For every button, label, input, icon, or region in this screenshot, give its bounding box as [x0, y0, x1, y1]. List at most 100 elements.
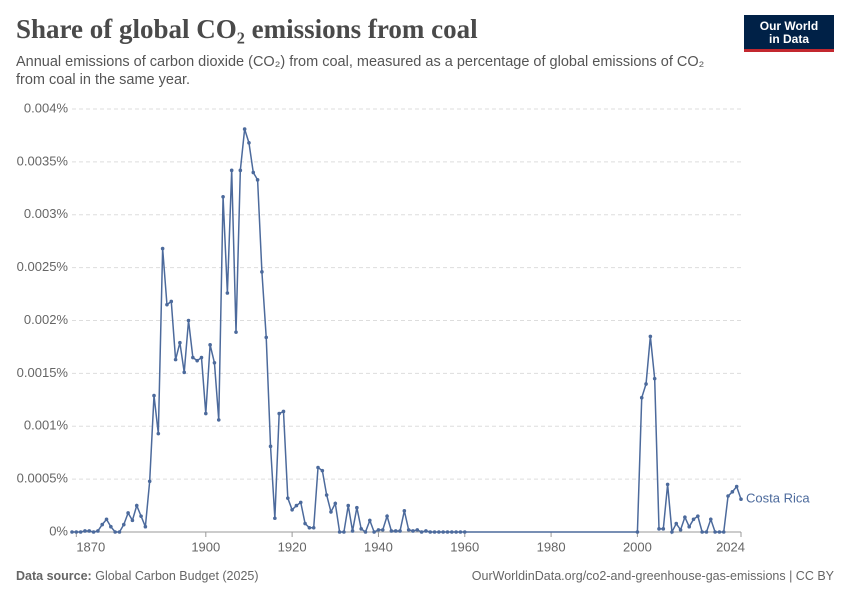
point [260, 270, 264, 274]
point [165, 302, 169, 307]
point [152, 393, 156, 398]
point [251, 170, 256, 175]
point [229, 168, 234, 173]
point [696, 514, 700, 518]
point [385, 514, 389, 518]
point [333, 501, 338, 506]
point [311, 525, 316, 530]
point [402, 509, 407, 513]
point [657, 527, 661, 531]
point [139, 514, 143, 518]
point [208, 343, 212, 347]
point [316, 465, 320, 470]
point [368, 518, 372, 523]
point [186, 318, 191, 323]
point [730, 490, 735, 494]
url[interactable]: OurWorldinData.org/co2-and-greenhouse-ga… [471, 569, 834, 583]
point [83, 529, 87, 533]
point [134, 503, 139, 508]
point [648, 334, 653, 339]
point [298, 500, 303, 505]
x-tick-label: 2000 [623, 539, 652, 554]
point [121, 522, 126, 527]
point [286, 496, 290, 500]
series-label: Costa Rica [746, 491, 810, 506]
point [674, 521, 679, 526]
point [91, 530, 96, 534]
point [734, 484, 739, 489]
point [74, 530, 79, 534]
y-tick-label: 0.003% [24, 206, 69, 221]
point [182, 370, 187, 375]
point [704, 530, 709, 534]
x-tick-label: 2024 [716, 539, 745, 554]
point [212, 361, 217, 365]
point [683, 515, 687, 519]
point [238, 168, 243, 173]
point [273, 516, 277, 521]
point [428, 530, 433, 534]
x-tick-label: 1870 [76, 539, 105, 554]
point [96, 529, 100, 533]
point [337, 530, 342, 534]
point [398, 529, 402, 533]
point [199, 355, 204, 360]
point [242, 127, 247, 131]
point [415, 528, 420, 532]
point [424, 529, 428, 533]
point [458, 530, 463, 534]
point [234, 330, 238, 334]
point [454, 530, 458, 534]
x-tick-label: 1920 [278, 539, 307, 554]
chart-title: Share of global CO₂ emissions from coal [16, 14, 478, 44]
source-text: Global Carbon Budget (2025) [95, 569, 259, 583]
point [320, 468, 325, 473]
point [691, 517, 696, 522]
point [156, 431, 161, 436]
point [639, 395, 644, 400]
y-tick-label: 0.001% [24, 418, 69, 433]
point [389, 529, 394, 533]
point [462, 530, 467, 534]
x-tick-label: 1940 [364, 539, 393, 554]
point [419, 530, 424, 534]
point [665, 482, 670, 487]
point [713, 530, 717, 534]
point [294, 503, 299, 508]
y-tick-label: 0.004% [24, 100, 69, 115]
point [104, 517, 109, 522]
point [411, 529, 415, 533]
point [355, 505, 359, 510]
point [126, 511, 130, 515]
y-tick-label: 0.0035% [17, 153, 69, 168]
point [160, 246, 165, 251]
point [147, 479, 152, 484]
logo-line: in Data [768, 32, 809, 46]
point [380, 528, 385, 532]
point [441, 530, 445, 534]
point [191, 355, 195, 360]
x-tick-label: 1900 [191, 539, 220, 554]
y-tick-label: 0.0005% [17, 471, 69, 486]
point [437, 530, 441, 534]
point [268, 444, 273, 449]
point [324, 493, 329, 497]
point [255, 178, 260, 182]
point [726, 494, 730, 498]
point [635, 530, 640, 534]
point [117, 530, 122, 534]
point [346, 503, 351, 508]
point [721, 530, 726, 534]
point [406, 528, 411, 532]
point [450, 530, 454, 534]
source: Data source: Global Carbon Budget (2025) [16, 569, 259, 583]
point [372, 530, 376, 534]
point [670, 530, 674, 534]
logo[interactable]: Our World in Data [744, 15, 834, 52]
point [109, 524, 113, 529]
point [173, 357, 178, 362]
y-tick-label: 0.0025% [17, 259, 69, 274]
point [277, 411, 281, 416]
point [169, 299, 174, 304]
